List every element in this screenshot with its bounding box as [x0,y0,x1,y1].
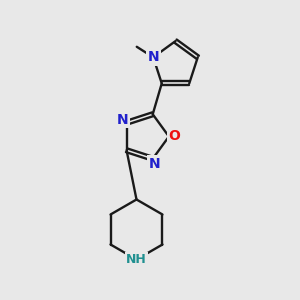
Text: N: N [148,157,160,171]
Text: O: O [168,130,180,143]
Text: N: N [116,113,128,127]
Text: NH: NH [126,253,147,266]
Text: N: N [147,50,159,64]
